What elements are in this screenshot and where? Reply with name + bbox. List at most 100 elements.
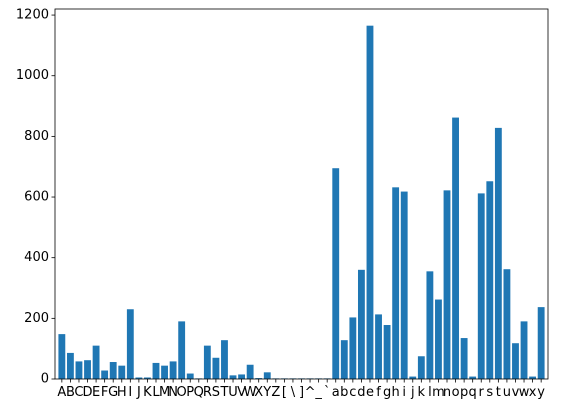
x-tick-label: _: [314, 385, 322, 400]
bar: [375, 314, 382, 379]
bar: [126, 309, 134, 379]
y-tick-label: 1200: [16, 8, 49, 23]
x-tick-label: O: [177, 385, 187, 400]
y-tick-label: 0: [41, 372, 49, 387]
bar: [101, 370, 109, 379]
bar: [144, 377, 151, 379]
bar: [92, 345, 100, 379]
bar: [246, 364, 254, 379]
x-tick-label: p: [460, 385, 468, 400]
y-tick-label: 200: [24, 311, 49, 326]
bar: [58, 334, 66, 379]
x-tick-label: H: [117, 385, 127, 400]
bar: [340, 340, 348, 379]
x-tick-label: `: [324, 385, 331, 400]
bar: [477, 193, 485, 379]
x-tick-label: R: [203, 385, 212, 400]
x-tick-label: F: [101, 385, 108, 400]
y-tick-label: 1000: [16, 68, 49, 83]
bar: [161, 365, 168, 379]
bar: [66, 352, 74, 379]
bar: [135, 377, 143, 379]
x-tick-label: B: [66, 385, 75, 400]
x-tick-label: J: [136, 385, 141, 400]
bar: [169, 361, 177, 379]
bars-group: [58, 25, 545, 380]
bar: [435, 299, 442, 379]
x-tick-label: V: [237, 385, 246, 400]
bar: [203, 345, 211, 379]
x-tick-label: T: [219, 385, 228, 400]
x-tick-label: U: [228, 385, 238, 400]
x-tick-label: e: [366, 385, 374, 400]
x-tick-label: d: [357, 385, 365, 400]
x-tick-label: v: [512, 385, 520, 400]
x-tick-label: S: [212, 385, 220, 400]
bar: [178, 321, 186, 379]
y-tick-label: 800: [24, 129, 49, 144]
bar: [84, 360, 91, 379]
x-tick-label: l: [428, 385, 432, 400]
x-tick-label: W: [244, 385, 257, 400]
x-tick-label: q: [469, 385, 477, 400]
x-tick-label: L: [152, 385, 160, 400]
x-tick-label: w: [519, 385, 530, 400]
x-tick-label: u: [503, 385, 511, 400]
x-tick-label: ]: [299, 385, 304, 400]
x-tick-label: [: [282, 385, 287, 400]
bar: [186, 373, 194, 379]
plot-frame: [54, 8, 549, 380]
x-tick-label: N: [168, 385, 178, 400]
x-axis-ticks: A B C D E F GH I J K L MNO P QR S T U VWX Y Z[\] ^ _ ` a b c d e f g h…: [57, 379, 545, 400]
x-tick-label: I: [128, 385, 132, 400]
bar: [109, 362, 117, 379]
x-tick-label: A: [57, 385, 66, 400]
x-tick-label: E: [92, 385, 100, 400]
bar: [426, 271, 434, 379]
bar: [520, 321, 528, 379]
bar: [503, 269, 511, 379]
x-tick-label: P: [186, 385, 194, 400]
bar: [332, 168, 340, 379]
bar: [469, 376, 477, 379]
x-tick-label: y: [537, 385, 545, 400]
x-tick-label: M: [159, 385, 170, 400]
bar: [460, 338, 468, 379]
bar: [537, 307, 545, 379]
x-tick-label: Y: [262, 385, 271, 400]
bar: [255, 378, 263, 379]
bar: [486, 181, 494, 379]
x-tick-label: b: [340, 385, 348, 400]
bar: [118, 365, 126, 379]
x-tick-label: G: [108, 385, 118, 400]
x-tick-label: \: [291, 385, 296, 400]
x-tick-label: x: [529, 385, 537, 400]
bar: [221, 340, 228, 379]
bar: [392, 187, 400, 379]
y-tick-label: 600: [24, 190, 49, 205]
bar: [512, 343, 519, 379]
x-tick-label: Z: [271, 385, 280, 400]
x-tick-label: n: [443, 385, 451, 400]
x-tick-label: m: [432, 385, 445, 400]
y-tick-label: 400: [24, 250, 49, 265]
bar: [238, 374, 246, 379]
bar: [452, 117, 459, 380]
bar: [349, 317, 357, 379]
bar: [229, 375, 237, 379]
x-tick-label: h: [392, 385, 400, 400]
x-tick-label: f: [376, 385, 381, 400]
x-tick-label: i: [402, 385, 406, 400]
x-tick-label: r: [479, 385, 485, 400]
x-tick-label: c: [349, 385, 356, 400]
bar: [417, 356, 425, 379]
x-tick-label: Q: [194, 385, 204, 400]
bar: [366, 25, 374, 379]
x-tick-label: t: [496, 385, 501, 400]
bar: [443, 190, 451, 379]
bar: [494, 127, 502, 379]
bar: [75, 361, 83, 379]
y-axis-ticks: 0 200 400 600 800 1000 1200: [16, 8, 55, 387]
x-tick-label: k: [418, 385, 426, 400]
